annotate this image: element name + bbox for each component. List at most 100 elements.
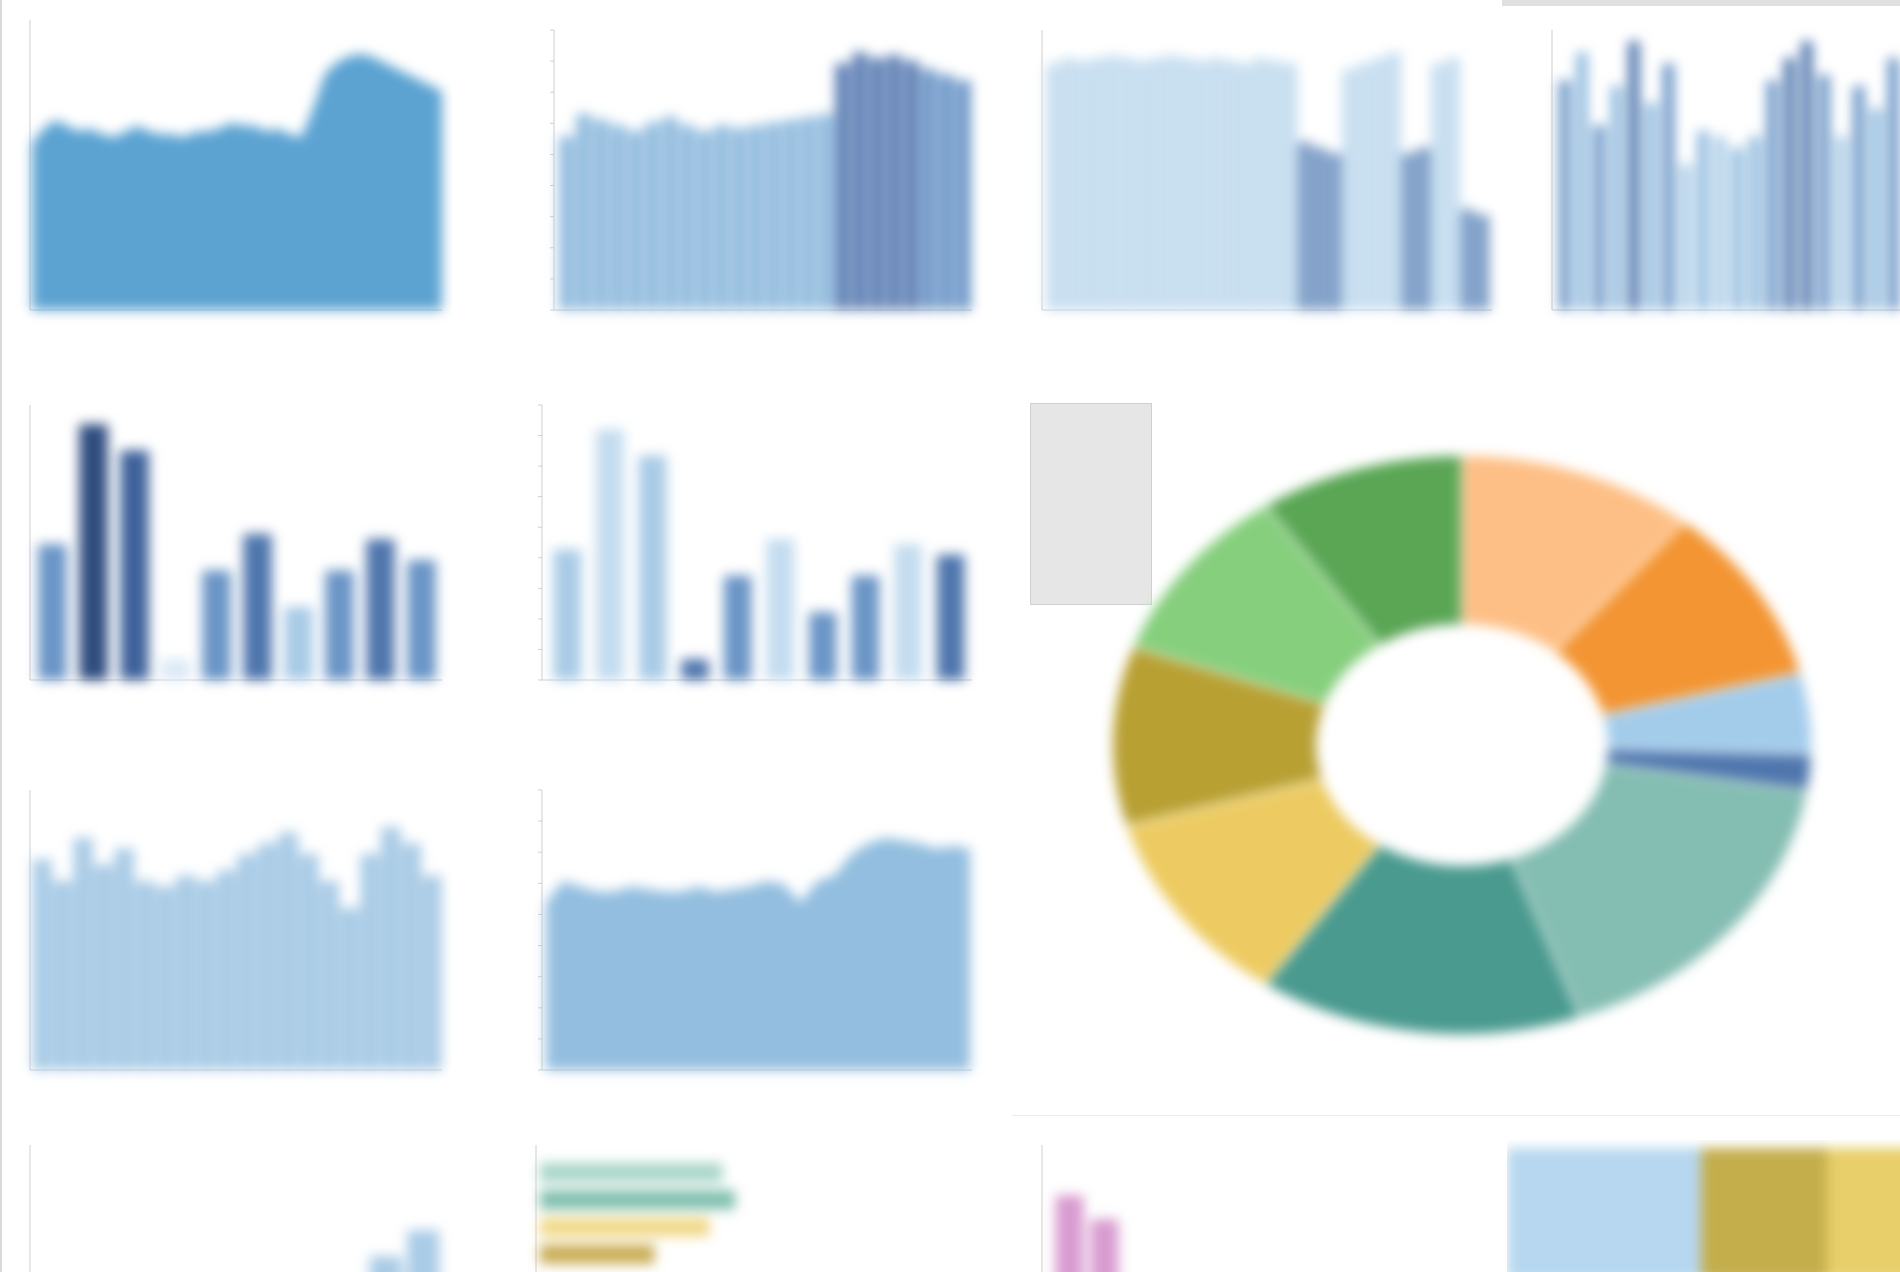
bar xyxy=(38,544,67,680)
bar xyxy=(1283,63,1297,310)
bar xyxy=(1416,147,1431,310)
bar xyxy=(1076,60,1090,310)
bar xyxy=(73,837,93,1070)
hbar-chart-partial-1 xyxy=(535,1145,736,1272)
bar xyxy=(645,122,661,311)
bar xyxy=(1662,63,1675,310)
bar xyxy=(237,854,257,1070)
bar xyxy=(638,455,667,680)
bar xyxy=(299,854,319,1070)
bar xyxy=(407,559,436,680)
bar xyxy=(1090,1219,1119,1272)
bar xyxy=(1431,63,1445,310)
bar xyxy=(731,128,747,310)
bar xyxy=(1253,58,1268,310)
treemap-cell xyxy=(1701,1148,1828,1272)
bar xyxy=(407,1230,440,1272)
bar xyxy=(1224,60,1238,310)
bar xyxy=(94,864,114,1070)
bar xyxy=(340,908,360,1070)
area-series-group xyxy=(32,53,442,311)
bar xyxy=(723,575,752,680)
bar xyxy=(1120,58,1135,310)
chart-panel-bar-partial-1 xyxy=(12,1145,452,1272)
bar-series-group xyxy=(38,424,436,680)
bar-chart-partial-1 xyxy=(29,1145,440,1272)
area-chart-2 xyxy=(538,789,972,1071)
bar xyxy=(1105,55,1120,311)
bar xyxy=(1372,58,1386,310)
bar xyxy=(596,429,624,680)
bar xyxy=(714,125,730,310)
bar xyxy=(553,549,582,680)
bar xyxy=(697,130,712,310)
bar xyxy=(680,125,695,310)
bar xyxy=(1313,147,1327,310)
treemap-cell xyxy=(1507,1148,1702,1272)
bar-series-group xyxy=(1559,41,1899,311)
bar-chart-partial-2 xyxy=(1041,1145,1119,1272)
hbar-series-group xyxy=(540,1163,736,1264)
bar xyxy=(1628,41,1640,310)
bar xyxy=(1714,136,1726,310)
bar xyxy=(681,659,709,680)
chart-panel-bar-6 xyxy=(12,780,452,1110)
donut-slice xyxy=(1124,777,1383,987)
bar xyxy=(593,119,609,310)
bar xyxy=(1055,1195,1084,1272)
donut-slice xyxy=(1552,520,1803,717)
bar xyxy=(284,606,313,680)
bar xyxy=(1401,153,1416,310)
bar xyxy=(258,843,278,1070)
donut-slice xyxy=(1509,762,1809,1020)
chart-panel-bar-5 xyxy=(492,395,982,725)
bar xyxy=(1357,63,1371,310)
chart-panel-area-2 xyxy=(492,780,982,1110)
bar xyxy=(936,554,965,680)
area-series-group xyxy=(546,837,970,1070)
bar xyxy=(1475,214,1490,310)
bar xyxy=(79,424,108,680)
bar xyxy=(835,63,850,310)
bar-series-group xyxy=(553,429,965,680)
bar xyxy=(1645,102,1657,310)
bar xyxy=(1239,63,1253,310)
bar xyxy=(818,114,833,310)
top-scrollbar[interactable] xyxy=(1502,0,1900,6)
bar xyxy=(278,832,298,1070)
treemap-chart-partial-1 xyxy=(1507,1148,1900,1272)
chart-panel-treemap-partial-1 xyxy=(1507,1140,1900,1272)
bar xyxy=(53,881,73,1070)
donut-slice xyxy=(1131,503,1383,706)
bar xyxy=(32,859,52,1070)
bar xyxy=(904,60,919,310)
bar xyxy=(1818,74,1830,310)
donut-legend xyxy=(1030,403,1152,605)
bar xyxy=(1559,80,1571,311)
bar-chart-1 xyxy=(550,29,972,311)
bar xyxy=(749,125,764,310)
hbar xyxy=(540,1190,736,1210)
bar-series-group xyxy=(1055,1195,1119,1272)
row-divider xyxy=(1012,1115,1900,1116)
bar xyxy=(422,875,442,1070)
treemap-cell xyxy=(1827,1148,1900,1272)
bar xyxy=(161,659,190,680)
area-series xyxy=(32,53,442,311)
bar xyxy=(369,1256,402,1272)
bar-chart-5 xyxy=(538,404,972,681)
bar xyxy=(1766,80,1778,311)
donut-slice xyxy=(1461,453,1687,654)
hbar xyxy=(540,1217,710,1237)
bar xyxy=(809,612,837,680)
bar-series-group xyxy=(1046,52,1490,311)
bar xyxy=(894,544,922,680)
bar xyxy=(366,539,395,680)
bar xyxy=(559,136,574,310)
donut-slice xyxy=(1263,842,1582,1036)
area-series xyxy=(546,837,970,1070)
chart-panel-hbar-partial-1 xyxy=(492,1145,982,1272)
bar xyxy=(1150,58,1164,310)
bar xyxy=(1179,58,1194,310)
bar xyxy=(401,843,421,1070)
